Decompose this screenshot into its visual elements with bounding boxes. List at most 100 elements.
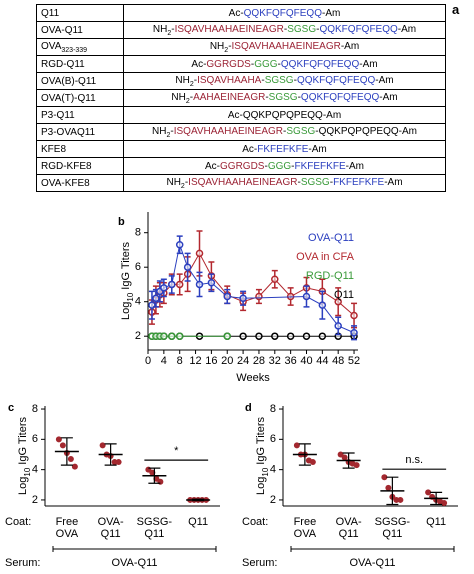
text-segment: GGRGDS — [206, 58, 251, 70]
data-point — [67, 456, 74, 463]
text-segment: P3-OVAQ11 — [41, 126, 96, 138]
data-point — [255, 292, 263, 301]
error-bar — [386, 476, 399, 506]
text-segment: - — [329, 176, 334, 188]
data-point — [425, 489, 432, 496]
x-tick-label: 44 — [316, 355, 328, 367]
x-tick-label: Q11 — [188, 516, 208, 528]
legend-entry: RGD-Q11 — [306, 270, 354, 282]
data-point — [99, 442, 106, 449]
text-segment: Log — [120, 302, 132, 320]
data-point — [239, 294, 247, 302]
error-bar — [342, 452, 355, 469]
error-bar — [104, 443, 117, 466]
coat-label: Coat: — [242, 516, 268, 528]
y-axis-label: Log10 IgG Titers — [120, 242, 135, 320]
text-segment: - — [184, 176, 189, 188]
text-segment: - — [171, 23, 175, 35]
error-bar — [430, 491, 443, 506]
data-point — [350, 329, 358, 337]
text-segment: 10 — [261, 467, 270, 476]
data-point — [152, 294, 160, 302]
x-tick-label: SGSG- — [375, 516, 411, 528]
legend-entry: OVA-Q11 — [308, 232, 354, 244]
x-tick-label: 8 — [177, 355, 183, 367]
text-segment: - — [283, 23, 288, 35]
y-tick-label: 2 — [32, 494, 38, 506]
text-segment: SGSG — [300, 176, 330, 188]
x-tick-label: Q11 — [382, 528, 402, 540]
text-segment: - — [297, 176, 301, 188]
y-axis-label: Log10 IgG Titers — [17, 417, 32, 495]
text-segment: 2 — [180, 182, 185, 190]
text-segment: GGRGDS — [220, 160, 265, 172]
x-tick-label: SGSG- — [137, 516, 173, 528]
significance-label: * — [174, 445, 179, 457]
data-point — [59, 442, 66, 449]
text-segment: -Am — [308, 143, 327, 155]
data-point — [302, 332, 311, 340]
text-segment: QQKFQFQFEQQ — [300, 91, 380, 103]
text-segment: - — [297, 91, 301, 103]
data-point — [334, 322, 342, 330]
text-segment: Log — [17, 477, 29, 495]
data-point — [334, 297, 342, 306]
significance-label: n.s. — [405, 454, 423, 466]
text-segment: QQKFQFQFEQQ — [296, 74, 376, 86]
text-segment: -Am — [375, 74, 394, 86]
text-segment: - — [293, 74, 297, 86]
text-segment: NH — [152, 23, 168, 35]
panel-label: d — [245, 402, 252, 414]
text-segment: ISQAVHAAHAEINEAGR — [188, 176, 298, 188]
text-segment: 10 — [23, 467, 32, 476]
y-tick-label: 8 — [32, 403, 38, 415]
data-point — [318, 332, 327, 340]
text-segment: - — [189, 91, 194, 103]
text-segment: Q11 — [41, 7, 60, 19]
text-segment: OVA-Q11 — [41, 24, 83, 36]
text-segment: 2 — [166, 131, 171, 139]
text-segment: IgG Titers — [17, 417, 29, 465]
text-segment: RGD-KFE8 — [41, 160, 92, 172]
x-tick-label: Free — [294, 516, 317, 528]
data-point — [341, 454, 348, 461]
data-point — [160, 332, 168, 340]
text-segment: KFE8 — [41, 143, 67, 155]
x-tick-label: 20 — [221, 355, 233, 367]
text-segment: NH — [152, 125, 167, 137]
text-segment: SGSG — [287, 23, 317, 35]
data-point — [168, 280, 176, 289]
data-point — [115, 459, 122, 466]
data-point — [309, 459, 316, 466]
text-segment: 2 — [185, 97, 190, 105]
text-segment: - — [283, 125, 287, 137]
text-segment: -Am — [322, 7, 341, 19]
data-point — [183, 263, 192, 271]
text-segment: IgG Titers — [120, 242, 132, 290]
legend-entry: OVA in CFA — [296, 251, 355, 263]
data-point — [271, 332, 279, 340]
data-point — [271, 275, 279, 284]
x-tick-label: 36 — [285, 355, 297, 367]
text-segment: ISQAVHAAHA — [197, 74, 262, 86]
data-point — [55, 436, 62, 443]
x-tick-label: Q11 — [426, 516, 446, 528]
text-segment: -Am — [359, 58, 378, 70]
x-tick-label: Q11 — [339, 528, 359, 540]
text-segment: NH — [166, 176, 181, 188]
peptide-table: Q11 Ac-QQKFQFQFEQQ-Am OVA-Q11 NH2-ISQAVHAAH… — [36, 4, 446, 192]
panel-label: a — [452, 2, 460, 17]
data-point — [302, 292, 311, 301]
y-tick-label: 4 — [270, 464, 276, 476]
text-segment: QQKFQFQFEQQ — [319, 23, 398, 35]
x-tick-label: Free — [56, 516, 79, 528]
text-segment: OVA — [41, 40, 62, 52]
text-segment: 2 — [189, 80, 194, 88]
text-segment: SGSG — [264, 74, 294, 86]
legend-entry: Q11 — [334, 289, 354, 301]
x-tick-label: Q11 — [144, 528, 164, 540]
table-row: RGD-KFE8 Ac-GGRGDS-GGG-FKFEFKFE-Am — [36, 157, 446, 175]
y-tick-label: 6 — [270, 433, 276, 445]
text-segment: - — [228, 40, 232, 52]
table-row: OVA(B)-Q11 NH2-ISQAVHAAHA-SGSG-QQKFQFQFEQ… — [36, 72, 446, 90]
